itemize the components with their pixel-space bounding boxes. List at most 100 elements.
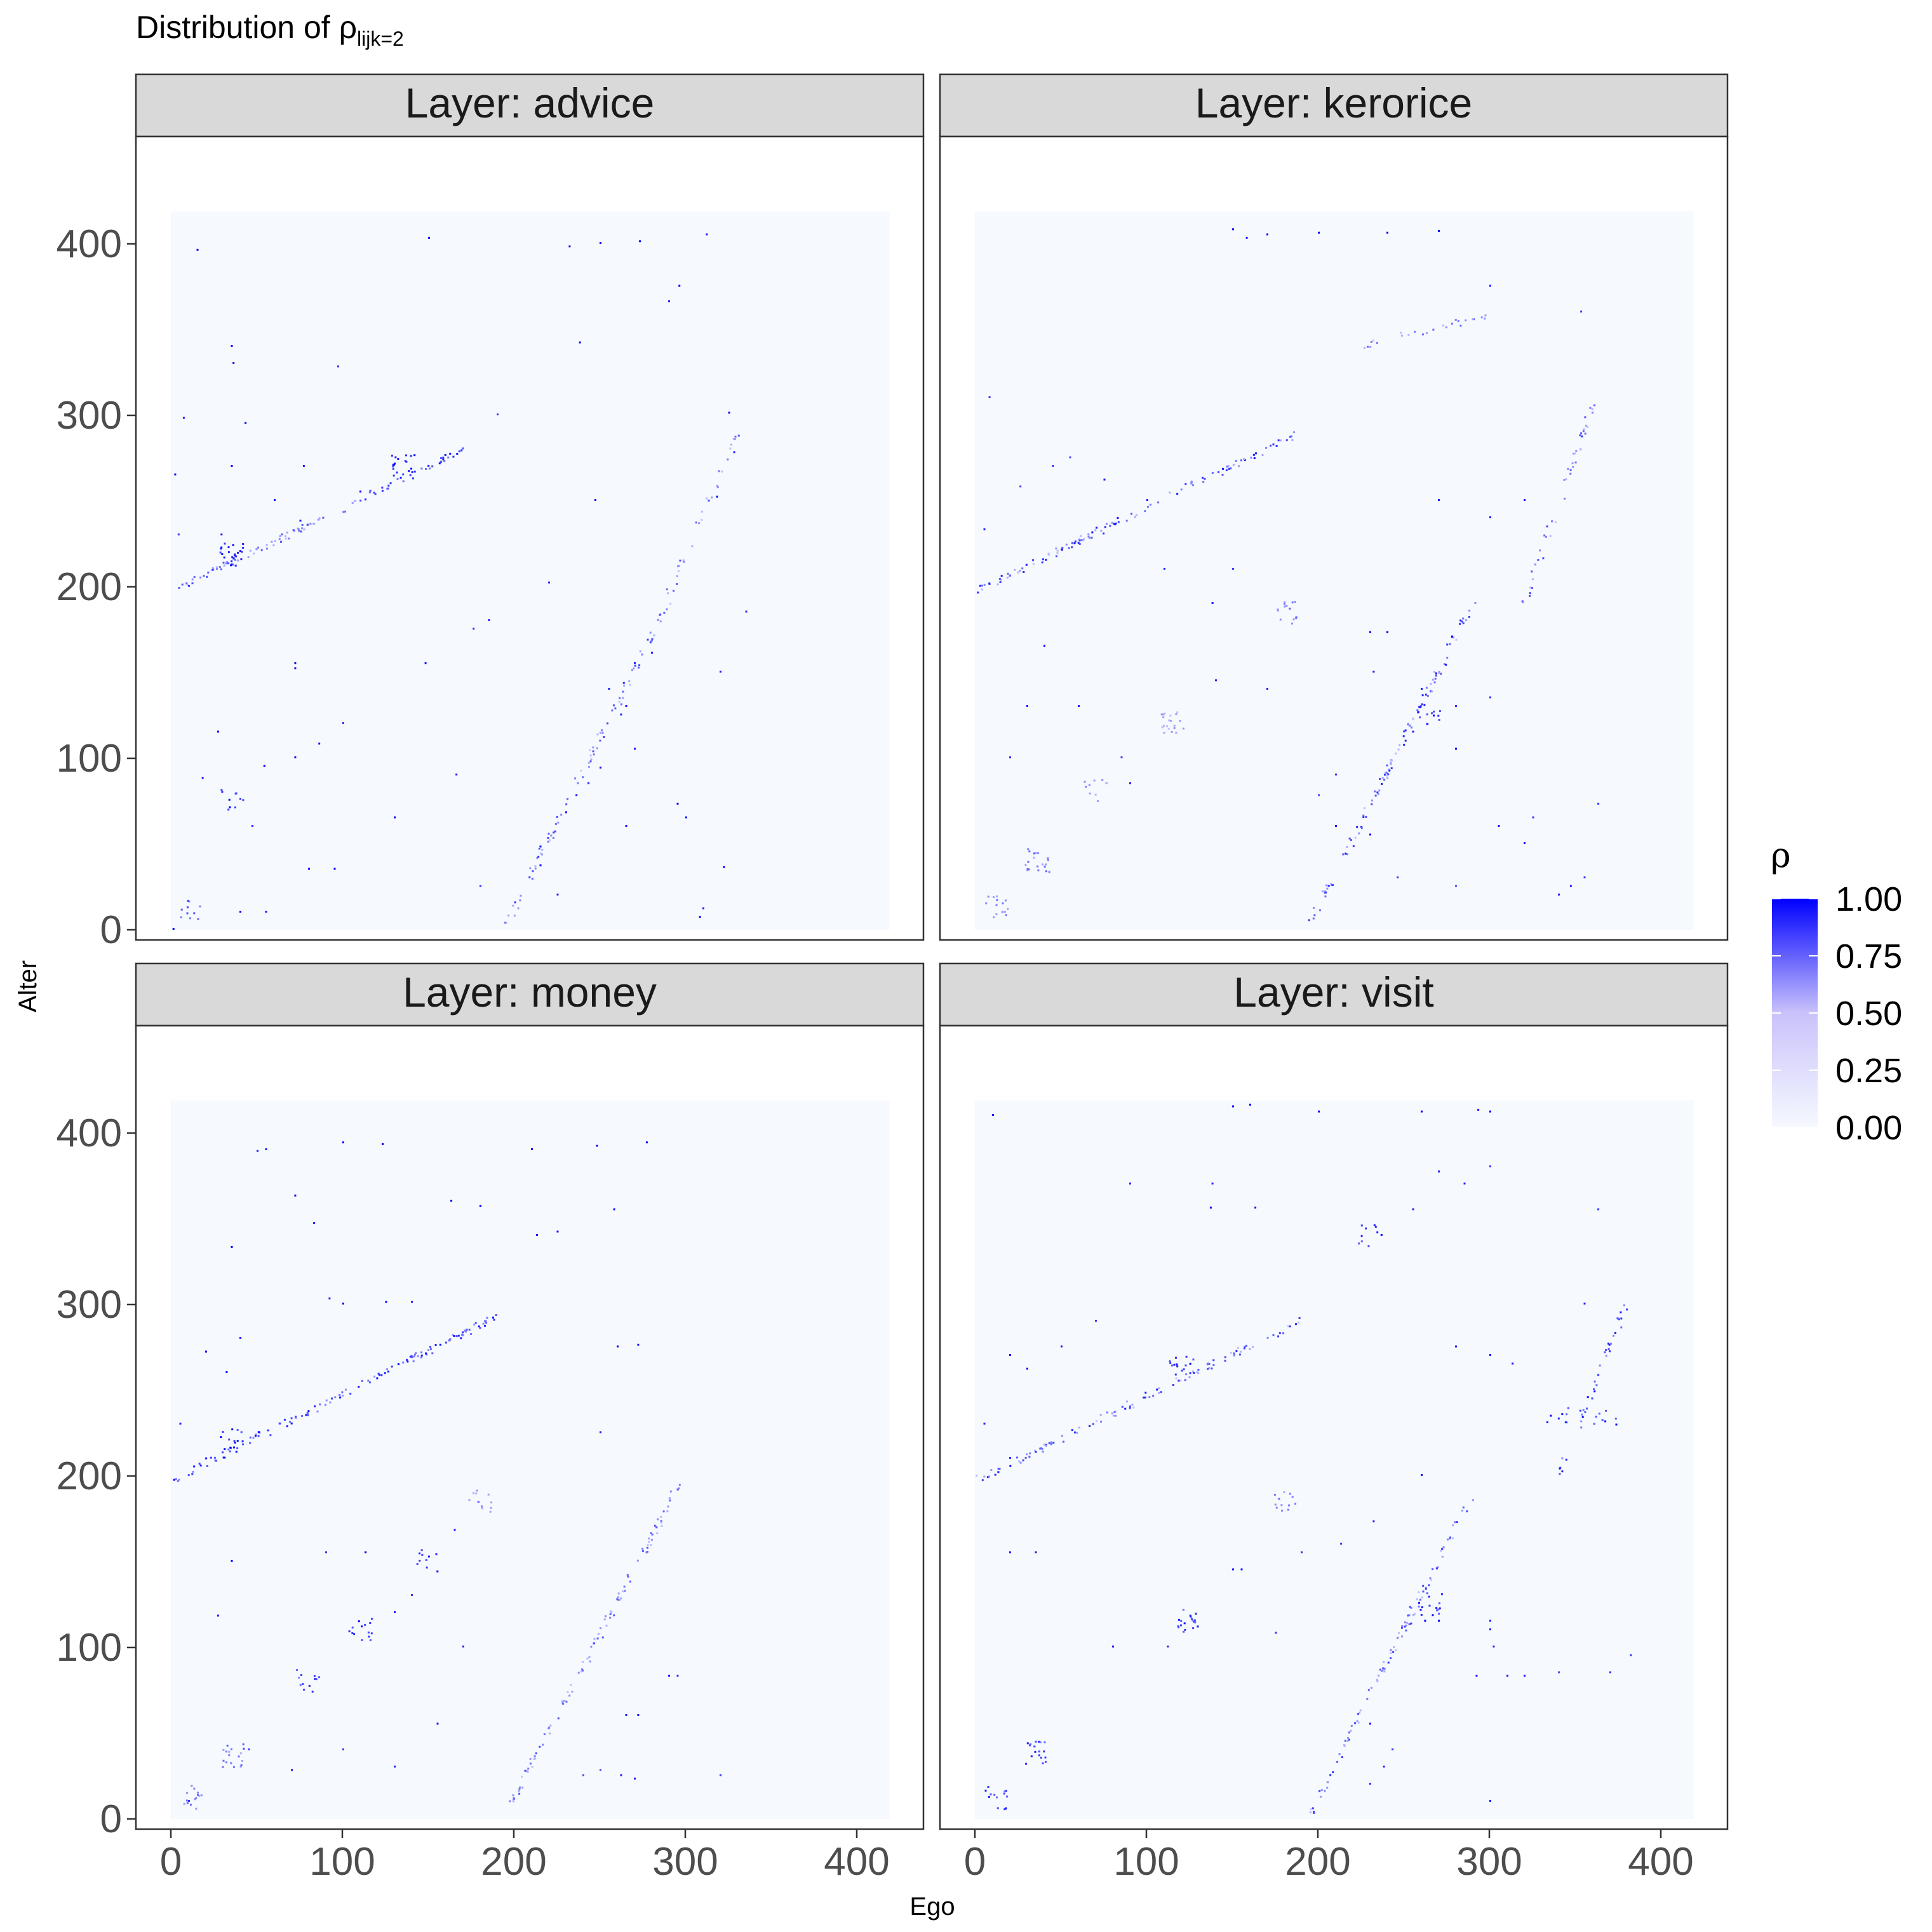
heatmap-cell: [1324, 1790, 1326, 1792]
heatmap-cell: [1278, 1498, 1280, 1500]
heatmap-cell: [1026, 1742, 1029, 1745]
heatmap-cell: [199, 905, 201, 908]
heatmap-cell: [412, 1360, 415, 1362]
heatmap-cell: [1330, 882, 1332, 885]
heatmap-cell: [175, 1478, 177, 1480]
heatmap-cell: [676, 1488, 679, 1491]
heatmap-cell: [342, 722, 344, 724]
heatmap-cell: [1581, 1416, 1584, 1418]
heatmap-cell: [999, 581, 1002, 584]
heatmap-cell: [1211, 602, 1214, 604]
heatmap-cell: [1369, 631, 1371, 633]
heatmap-cell: [373, 1375, 376, 1378]
heatmap-cell: [333, 868, 336, 870]
heatmap-cell: [1387, 1661, 1390, 1664]
heatmap-cell: [1173, 725, 1176, 727]
heatmap-cell: [1425, 694, 1427, 696]
heatmap-cell: [1438, 230, 1440, 232]
heatmap-cell: [701, 518, 703, 521]
heatmap-cell: [1559, 1473, 1561, 1475]
heatmap-cell: [1370, 340, 1372, 343]
heatmap-cell: [633, 667, 635, 669]
heatmap-cell: [364, 498, 366, 500]
heatmap-cell: [394, 1766, 396, 1768]
heatmap-cell: [1532, 816, 1534, 819]
heatmap-cell: [1261, 454, 1264, 456]
heatmap-cell: [272, 544, 275, 547]
heatmap-cell: [464, 1329, 466, 1332]
heatmap-cell: [533, 1755, 536, 1757]
heatmap-cell: [188, 585, 190, 587]
heatmap-cell: [234, 565, 237, 567]
heatmap-cell: [987, 1786, 989, 1788]
heatmap-cell: [1465, 319, 1467, 321]
heatmap-cell: [1298, 1321, 1300, 1324]
heatmap-cell: [1089, 792, 1091, 795]
heatmap-cell: [1546, 525, 1548, 528]
heatmap-cell: [1379, 1668, 1381, 1671]
heatmap-cell: [368, 491, 371, 493]
heatmap-cell: [1434, 678, 1437, 680]
heatmap-cell: [605, 1625, 608, 1627]
heatmap-cell: [1244, 1346, 1246, 1348]
heatmap-cell: [1418, 1602, 1420, 1604]
heatmap-cell: [647, 1544, 649, 1546]
heatmap-cell: [236, 1447, 239, 1449]
heatmap-cell: [529, 1758, 532, 1761]
heatmap-cell: [241, 1760, 243, 1762]
heatmap-cell: [600, 242, 601, 244]
heatmap-cell: [1379, 778, 1381, 780]
heatmap-cell: [547, 833, 550, 835]
heatmap-cell: [1027, 848, 1030, 850]
heatmap-cell: [243, 1747, 245, 1750]
heatmap-cell: [425, 1352, 427, 1355]
heatmap-cell: [187, 899, 189, 902]
heatmap-cell: [641, 1548, 644, 1550]
heatmap-cell: [344, 511, 346, 513]
heatmap-cell: [1289, 436, 1291, 438]
heatmap-cell: [1232, 568, 1234, 570]
heatmap-cell: [1597, 802, 1600, 805]
heatmap-cell: [316, 1411, 319, 1412]
heatmap-cell: [405, 454, 407, 457]
heatmap-cell: [1312, 917, 1315, 920]
heatmap-cell: [455, 774, 458, 775]
heatmap-cell: [1360, 826, 1363, 828]
heatmap-cell: [1285, 605, 1288, 607]
heatmap-cell: [701, 511, 703, 513]
heatmap-cell: [217, 730, 219, 733]
heatmap-cell: [534, 868, 537, 869]
heatmap-cell: [222, 1748, 225, 1751]
heatmap-cell: [1318, 1790, 1321, 1792]
heatmap-cell: [1335, 774, 1337, 775]
heatmap-cell: [426, 1353, 428, 1356]
facet-strip-label: Layer: kerorice: [1195, 79, 1473, 126]
heatmap-cell: [1585, 424, 1587, 427]
heatmap-cell: [1143, 1397, 1145, 1399]
heatmap-cell: [639, 240, 641, 243]
heatmap-cell: [599, 732, 601, 734]
heatmap-cell: [191, 1785, 193, 1787]
heatmap-cell: [563, 1700, 565, 1702]
heatmap-cell: [513, 1797, 515, 1799]
heatmap-cell: [1620, 1317, 1623, 1320]
heatmap-cell: [600, 1627, 602, 1630]
heatmap-cell: [457, 1334, 460, 1337]
heatmap-cell: [646, 1546, 648, 1549]
heatmap-cell: [659, 620, 662, 622]
heatmap-cell: [1194, 1619, 1196, 1621]
heatmap-cell: [1433, 671, 1436, 673]
heatmap-cell: [1295, 616, 1298, 619]
heatmap-cell: [431, 465, 434, 467]
heatmap-cell: [988, 582, 991, 585]
heatmap-cell: [527, 1771, 529, 1773]
legend-label: 0.00: [1835, 1109, 1902, 1147]
heatmap-cell: [1446, 1538, 1449, 1541]
heatmap-cell: [1484, 314, 1487, 317]
heatmap-cell: [1565, 478, 1567, 481]
heatmap-cell: [237, 560, 239, 561]
heatmap-cell: [392, 474, 395, 477]
heatmap-cell: [1319, 909, 1321, 911]
heatmap-cell: [1161, 726, 1164, 728]
heatmap-cell: [411, 1301, 413, 1303]
